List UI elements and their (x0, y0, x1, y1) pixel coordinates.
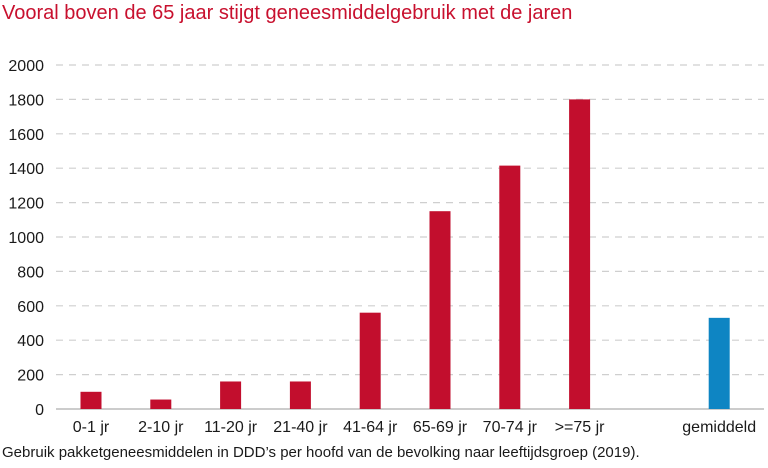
y-tick-label: 200 (17, 368, 44, 385)
chart-title: Vooral boven de 65 jaar stijgt geneesmid… (2, 2, 573, 24)
y-tick-label: 1800 (8, 92, 44, 109)
x-tick-label: 21-40 jr (273, 419, 328, 436)
bar (80, 391, 102, 409)
y-tick-label: 400 (17, 333, 44, 350)
bar (429, 211, 451, 409)
y-tick-label: 1400 (8, 161, 44, 178)
chart-caption: Gebruik pakketgeneesmiddelen in DDD’s pe… (2, 444, 640, 461)
x-tick-label: 70-74 jr (483, 419, 538, 436)
bar (220, 381, 242, 409)
bar (289, 381, 311, 409)
bar (708, 317, 730, 409)
bars (80, 99, 730, 410)
x-axis-ticks: 0-1 jr 2-10 jr 11-20 jr 21-40 jr 41-64 jr 65-… (73, 419, 756, 436)
y-axis-ticks: 0 200 400 600 800 1000 1200 1400 1600 1800 2000 (8, 58, 44, 419)
x-tick-label: >=75 jr (555, 419, 605, 436)
y-tick-label: 600 (17, 299, 44, 316)
y-tick-label: 800 (17, 264, 44, 281)
y-tick-label: 1200 (8, 196, 44, 213)
x-tick-label: 41-64 jr (343, 419, 398, 436)
bar (499, 165, 521, 409)
y-tick-label: 1000 (8, 230, 44, 247)
bar (150, 399, 172, 409)
bar (569, 99, 591, 410)
y-tick-label: 2000 (8, 58, 44, 75)
x-tick-label: 11-20 jr (204, 419, 258, 436)
bar (359, 312, 381, 409)
x-tick-label: 65-69 jr (413, 419, 468, 436)
x-tick-label: 2-10 jr (138, 419, 184, 436)
gridlines (56, 64, 764, 376)
y-tick-label: 0 (35, 402, 44, 419)
x-tick-label: gemiddeld (682, 419, 756, 436)
x-tick-label: 0-1 jr (73, 419, 110, 436)
y-tick-label: 1600 (8, 127, 44, 144)
